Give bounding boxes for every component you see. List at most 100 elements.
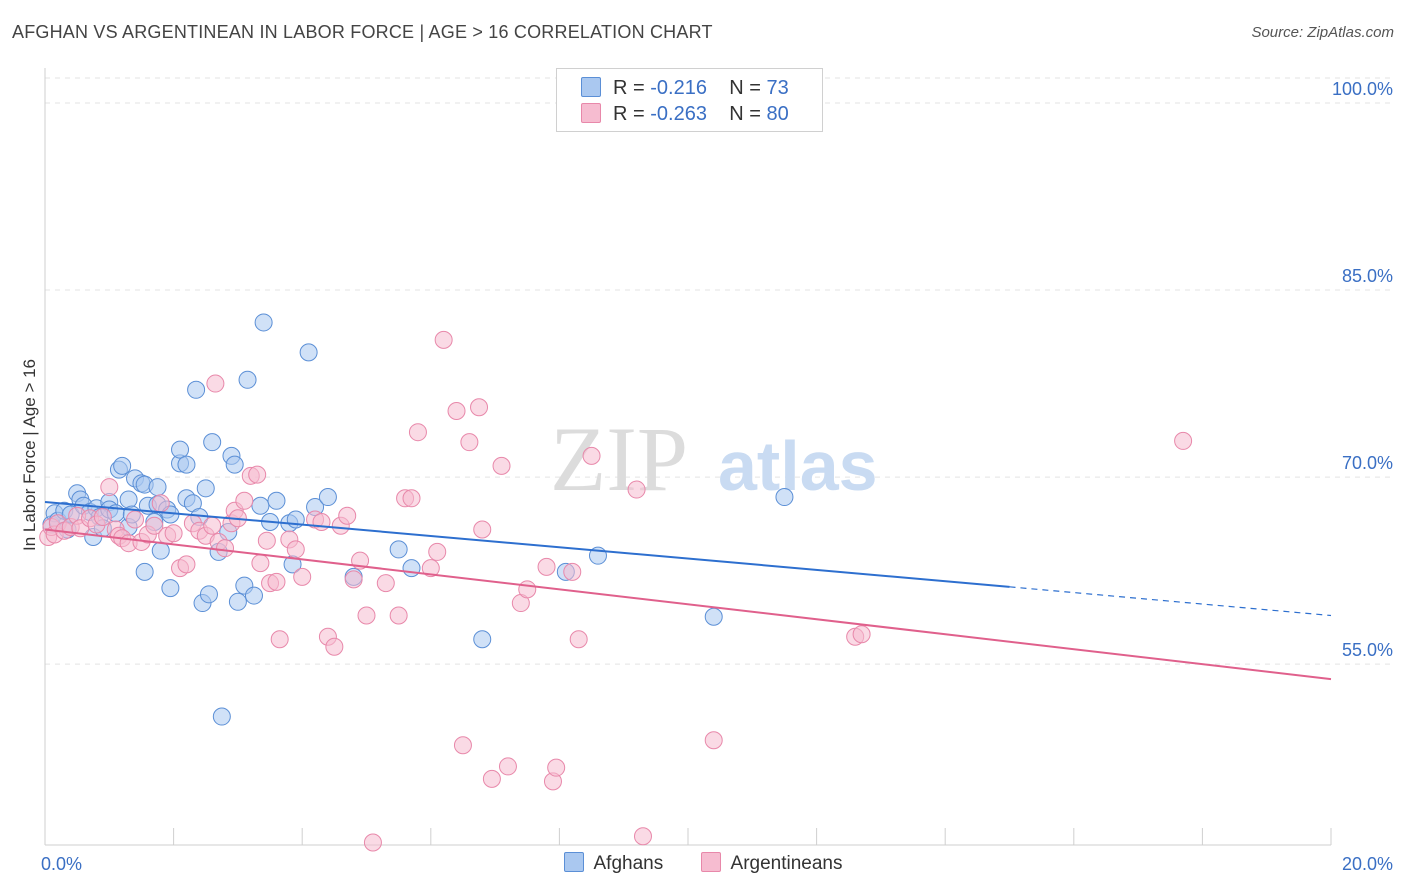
afghans-point — [402, 559, 421, 578]
afghans-point — [251, 496, 270, 515]
y-axis-label: In Labor Force | Age > 16 — [20, 358, 39, 552]
watermark: ZIP atlas — [550, 408, 878, 510]
argentineans-point — [376, 574, 395, 593]
x-tick-label: 0.0% — [41, 854, 82, 874]
argentineans-point — [216, 539, 235, 558]
argentineans-point — [453, 736, 472, 755]
afghans-point — [119, 490, 138, 509]
afghans-point — [775, 488, 794, 507]
afghans-point — [238, 370, 257, 389]
watermark-atlas: atlas — [718, 427, 878, 505]
argentineans-point — [473, 520, 492, 539]
argentineans-swatch — [581, 103, 601, 123]
argentineans-point — [569, 630, 588, 649]
chart-source: Source: ZipAtlas.com — [1251, 24, 1394, 41]
afghans-point — [473, 630, 492, 649]
afghans-point — [135, 562, 154, 581]
afghans-point — [389, 540, 408, 559]
tick-labels: 55.0% 70.0% 85.0% 100.0% 0.0% 20.0% — [41, 79, 1393, 874]
argentineans-swatch — [700, 852, 721, 872]
argentineans-point — [389, 606, 408, 625]
afghans-point — [299, 343, 318, 362]
argentineans-point — [547, 758, 566, 777]
n-label: N = — [729, 77, 761, 99]
argentineans-point — [582, 446, 601, 465]
afghans-point — [161, 579, 180, 598]
afghans-point — [228, 592, 247, 611]
argentineans-point — [1174, 431, 1193, 450]
afghans-point — [199, 585, 218, 604]
legend-item-argentineans[interactable]: Argentineans — [700, 852, 843, 875]
argentineans-point — [357, 606, 376, 625]
argentineans-point — [126, 510, 145, 529]
afghans-point — [151, 541, 170, 560]
argentineans-point — [633, 827, 652, 846]
argentineans-point — [151, 494, 170, 513]
argentineans-point — [203, 516, 222, 535]
watermark-zip: ZIP — [550, 408, 688, 510]
argentineans-point — [93, 507, 112, 526]
argentineans-point — [293, 567, 312, 586]
argentineans-point — [363, 833, 382, 852]
afghans-point — [148, 478, 167, 497]
afghans-point — [187, 380, 206, 399]
argentineans-point — [421, 559, 440, 578]
argentineans-trend-line — [44, 528, 1332, 681]
afghans-trend-extension — [1009, 586, 1332, 617]
argentineans-point — [460, 433, 479, 452]
afghans-trend-line — [44, 501, 1010, 588]
stats-legend: R = -0.216 N = 73 R = -0.263 N = 80 — [556, 68, 823, 132]
y-tick-label: 70.0% — [1342, 453, 1393, 473]
argentineans-point — [344, 570, 363, 589]
afghans-point — [177, 455, 196, 474]
argentineans-point — [325, 637, 344, 656]
argentineans-point — [286, 540, 305, 559]
afghans-point — [113, 456, 132, 475]
afghans-point — [254, 313, 273, 332]
n-label: N = — [729, 103, 761, 125]
argentineans-point — [206, 374, 225, 393]
argentineans-point — [164, 524, 183, 543]
legend-label-afghans: Afghans — [593, 853, 664, 874]
trend-lines — [44, 501, 1332, 681]
y-tick-label: 85.0% — [1342, 266, 1393, 286]
argentineans-point — [434, 330, 453, 349]
afghans-point — [196, 479, 215, 498]
argentineans-point — [270, 630, 289, 649]
y-tick-label: 55.0% — [1342, 640, 1393, 660]
argentineans-point — [852, 625, 871, 644]
argentineans-point — [100, 478, 119, 497]
x-tick-label: 20.0% — [1342, 854, 1393, 874]
argentineans-point — [482, 769, 501, 788]
argentineans-point — [312, 512, 331, 531]
argentineans-point — [563, 562, 582, 581]
r-label: R = — [613, 77, 645, 99]
r-value: -0.216 — [650, 77, 707, 99]
argentineans-point — [402, 489, 421, 508]
data-points — [39, 313, 1193, 852]
legend-item-afghans[interactable]: Afghans — [563, 852, 664, 875]
argentineans-point — [267, 572, 286, 591]
afghans-point — [318, 488, 337, 507]
argentineans-point — [408, 423, 427, 442]
n-value: 73 — [766, 77, 789, 99]
stats-legend-row-argentineans: R = -0.263 N = 80 — [581, 103, 789, 127]
argentineans-point — [338, 506, 357, 525]
series-legend: Afghans Argentineans — [0, 852, 1406, 875]
argentineans-point — [428, 542, 447, 561]
r-label: R = — [613, 103, 645, 125]
argentineans-point — [518, 580, 537, 599]
argentineans-point — [537, 557, 556, 576]
afghans-point — [244, 586, 263, 605]
chart-title: AFGHAN VS ARGENTINEAN IN LABOR FORCE | A… — [12, 22, 713, 42]
afghans-swatch — [581, 77, 601, 97]
argentineans-point — [627, 480, 646, 499]
argentineans-point — [248, 465, 267, 484]
afghans-point — [704, 607, 723, 626]
afghans-point — [212, 707, 231, 726]
afghans-point — [171, 440, 190, 459]
argentineans-point — [498, 757, 517, 776]
y-tick-label: 100.0% — [1332, 79, 1393, 99]
legend-label-argentineans: Argentineans — [730, 853, 843, 874]
